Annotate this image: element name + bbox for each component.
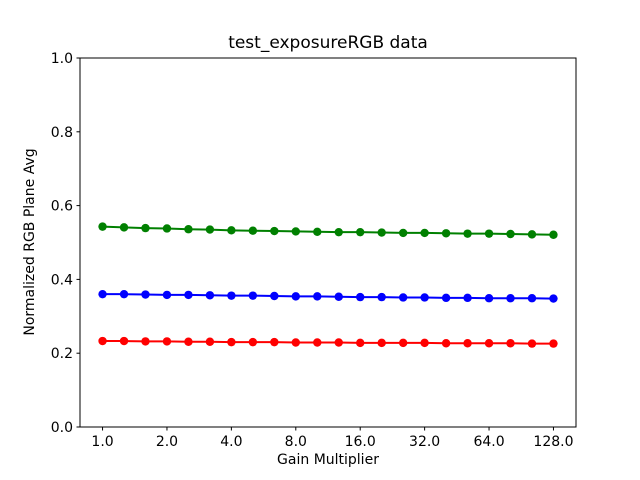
y-tick-label: 0.2 bbox=[51, 346, 73, 362]
data-point-blue-plane bbox=[441, 293, 451, 303]
data-point-blue-plane bbox=[356, 292, 365, 302]
data-point-red-plane bbox=[334, 338, 343, 347]
data-point-blue-plane bbox=[334, 292, 343, 301]
data-point-red-plane bbox=[377, 338, 386, 348]
data-point-blue-plane bbox=[377, 292, 386, 302]
data-point-blue-plane bbox=[227, 291, 236, 300]
series-line-red-plane bbox=[102, 340, 554, 345]
data-point-red-plane bbox=[98, 336, 107, 346]
data-point-red-plane bbox=[270, 337, 279, 347]
data-point-red-plane bbox=[205, 337, 215, 346]
series-line-green-plane bbox=[102, 225, 554, 236]
data-point-green-plane bbox=[270, 226, 279, 236]
data-point-green-plane bbox=[313, 227, 322, 236]
data-point-blue-plane bbox=[420, 293, 429, 302]
data-point-red-plane bbox=[141, 337, 150, 346]
x-tick-label: 64.0 bbox=[473, 434, 504, 450]
data-point-blue-plane bbox=[98, 289, 107, 299]
data-point-red-plane bbox=[441, 339, 451, 348]
data-point-blue-plane bbox=[398, 293, 408, 302]
data-point-blue-plane bbox=[141, 290, 150, 299]
data-point-red-plane bbox=[549, 339, 558, 348]
data-point-green-plane bbox=[463, 229, 472, 238]
x-tick-label: 16.0 bbox=[345, 434, 376, 450]
data-point-red-plane bbox=[119, 336, 129, 346]
data-point-blue-plane bbox=[549, 294, 558, 303]
x-tick-label: 1.0 bbox=[91, 434, 113, 450]
data-point-green-plane bbox=[356, 227, 365, 237]
data-point-blue-plane bbox=[506, 294, 515, 303]
data-point-red-plane bbox=[227, 337, 236, 347]
data-point-green-plane bbox=[184, 225, 193, 234]
data-point-green-plane bbox=[248, 226, 258, 235]
data-point-blue-plane bbox=[205, 291, 215, 300]
x-tick-label: 32.0 bbox=[409, 434, 440, 450]
data-point-green-plane bbox=[291, 227, 300, 236]
data-point-red-plane bbox=[506, 339, 515, 348]
y-tick-label: 0.8 bbox=[51, 125, 73, 141]
data-point-green-plane bbox=[420, 228, 429, 238]
data-point-blue-plane bbox=[162, 290, 172, 300]
data-point-red-plane bbox=[398, 338, 408, 348]
chart-title: test_exposureRGB data bbox=[228, 33, 428, 53]
data-point-red-plane bbox=[484, 339, 494, 348]
data-point-red-plane bbox=[291, 338, 300, 347]
y-tick-label: 0.0 bbox=[51, 420, 73, 436]
data-point-red-plane bbox=[184, 337, 193, 346]
y-tick-label: 0.4 bbox=[51, 272, 73, 288]
data-point-blue-plane bbox=[119, 289, 129, 299]
data-point-green-plane bbox=[119, 223, 129, 232]
data-point-green-plane bbox=[441, 229, 451, 238]
data-point-green-plane bbox=[377, 228, 386, 237]
y-tick-label: 1.0 bbox=[51, 51, 73, 67]
data-point-blue-plane bbox=[463, 293, 472, 303]
plot-area: 1.0 2.0 4.0 8.0 16.0 32.0 64.0 128.0 0.0 0.2 0.4 0.… bbox=[51, 51, 577, 450]
data-point-red-plane bbox=[420, 338, 429, 348]
data-point-green-plane bbox=[484, 229, 494, 238]
y-tick-label: 0.6 bbox=[51, 199, 73, 215]
y-axis-label: Normalized RGB Plane Avg bbox=[22, 148, 38, 335]
x-tick-label: 128.0 bbox=[533, 434, 573, 450]
data-point-green-plane bbox=[549, 230, 558, 239]
x-tick-label: 8.0 bbox=[285, 434, 307, 450]
data-point-red-plane bbox=[162, 337, 172, 346]
data-point-blue-plane bbox=[291, 292, 300, 301]
data-point-blue-plane bbox=[270, 291, 279, 301]
data-point-red-plane bbox=[463, 339, 472, 348]
data-point-green-plane bbox=[527, 230, 537, 239]
x-tick-label: 4.0 bbox=[220, 434, 242, 450]
data-point-blue-plane bbox=[184, 290, 193, 300]
data-point-red-plane bbox=[248, 337, 258, 347]
data-point-blue-plane bbox=[527, 294, 537, 303]
data-point-green-plane bbox=[334, 227, 343, 237]
data-point-green-plane bbox=[98, 222, 107, 231]
x-tick-label: 2.0 bbox=[156, 434, 178, 450]
series-line-blue-plane bbox=[102, 293, 554, 300]
plot-border bbox=[79, 57, 577, 428]
data-point-red-plane bbox=[313, 338, 322, 347]
data-point-green-plane bbox=[162, 224, 172, 233]
data-point-red-plane bbox=[527, 339, 537, 348]
data-point-blue-plane bbox=[248, 291, 258, 300]
data-point-green-plane bbox=[227, 226, 236, 235]
data-point-green-plane bbox=[398, 228, 408, 238]
data-point-green-plane bbox=[506, 229, 515, 239]
data-point-blue-plane bbox=[484, 294, 494, 303]
data-point-red-plane bbox=[356, 338, 365, 348]
data-point-blue-plane bbox=[313, 292, 322, 301]
data-point-green-plane bbox=[205, 225, 215, 234]
x-axis-label: Gain Multiplier bbox=[277, 452, 379, 468]
data-point-green-plane bbox=[141, 223, 150, 233]
